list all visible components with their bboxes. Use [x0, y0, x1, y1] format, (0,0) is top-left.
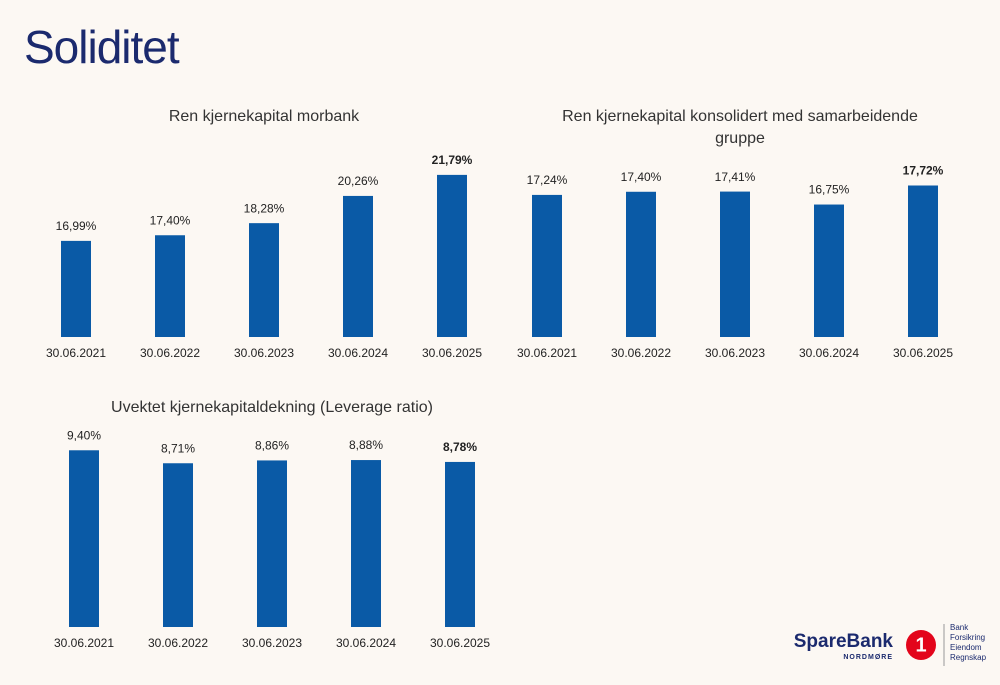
logo-region: NORDMØRE: [843, 654, 893, 661]
bar: [249, 223, 279, 337]
chart-title: Uvektet kjernekapitaldekning (Leverage r…: [111, 399, 433, 416]
x-tick-label: 30.06.2024: [799, 346, 859, 360]
data-label: 8,86%: [255, 439, 289, 453]
logo-service: Regnskap: [950, 653, 987, 662]
bar: [814, 204, 844, 337]
bar: [437, 174, 467, 337]
logo-badge-text: 1: [915, 634, 926, 656]
data-label: 17,40%: [150, 213, 191, 227]
x-tick-label: 30.06.2025: [430, 636, 490, 650]
x-tick-label: 30.06.2025: [422, 346, 482, 360]
logo-service: Eiendom: [950, 643, 982, 652]
data-label: 9,40%: [67, 428, 101, 442]
data-label: 17,24%: [527, 173, 568, 187]
x-tick-label: 30.06.2024: [336, 636, 396, 650]
data-label: 16,75%: [809, 183, 850, 197]
x-tick-label: 30.06.2023: [705, 346, 765, 360]
slide-title: Soliditet: [24, 21, 180, 73]
chart-title: Ren kjernekapital morbank: [168, 108, 360, 125]
logo-service: Forsikring: [950, 633, 985, 642]
x-tick-label: 30.06.2022: [611, 346, 671, 360]
data-label: 8,71%: [161, 441, 195, 455]
x-tick-label: 30.06.2023: [234, 346, 294, 360]
bar: [720, 191, 750, 337]
data-label: 20,26%: [338, 174, 379, 188]
x-tick-label: 30.06.2024: [328, 346, 388, 360]
bar: [163, 463, 193, 627]
bar: [532, 194, 562, 337]
x-tick-label: 30.06.2021: [54, 636, 114, 650]
bar: [257, 460, 287, 627]
x-tick-label: 30.06.2022: [148, 636, 208, 650]
x-tick-label: 30.06.2021: [46, 346, 106, 360]
bar: [908, 185, 938, 337]
data-label: 16,99%: [56, 219, 97, 233]
bar: [155, 235, 185, 337]
bar: [445, 461, 475, 627]
data-label: 17,72%: [903, 164, 944, 178]
bar: [343, 195, 373, 337]
logo-badge: [906, 630, 936, 660]
x-tick-label: 30.06.2025: [893, 346, 953, 360]
bar: [626, 191, 656, 337]
bar: [61, 240, 91, 337]
data-label: 18,28%: [244, 201, 285, 215]
data-label: 17,40%: [621, 170, 662, 184]
data-label: 17,41%: [715, 170, 756, 184]
chart-title: Ren kjernekapital konsolidert med samarb…: [562, 108, 918, 147]
x-tick-label: 30.06.2023: [242, 636, 302, 650]
x-tick-label: 30.06.2022: [140, 346, 200, 360]
data-label: 8,88%: [349, 438, 383, 452]
bar: [351, 460, 381, 627]
bar: [69, 450, 99, 627]
logo-service: Bank: [950, 623, 969, 632]
data-label: 8,78%: [443, 440, 477, 454]
x-tick-label: 30.06.2021: [517, 346, 577, 360]
data-label: 21,79%: [432, 153, 473, 167]
logo-name: SpareBank: [794, 631, 894, 652]
